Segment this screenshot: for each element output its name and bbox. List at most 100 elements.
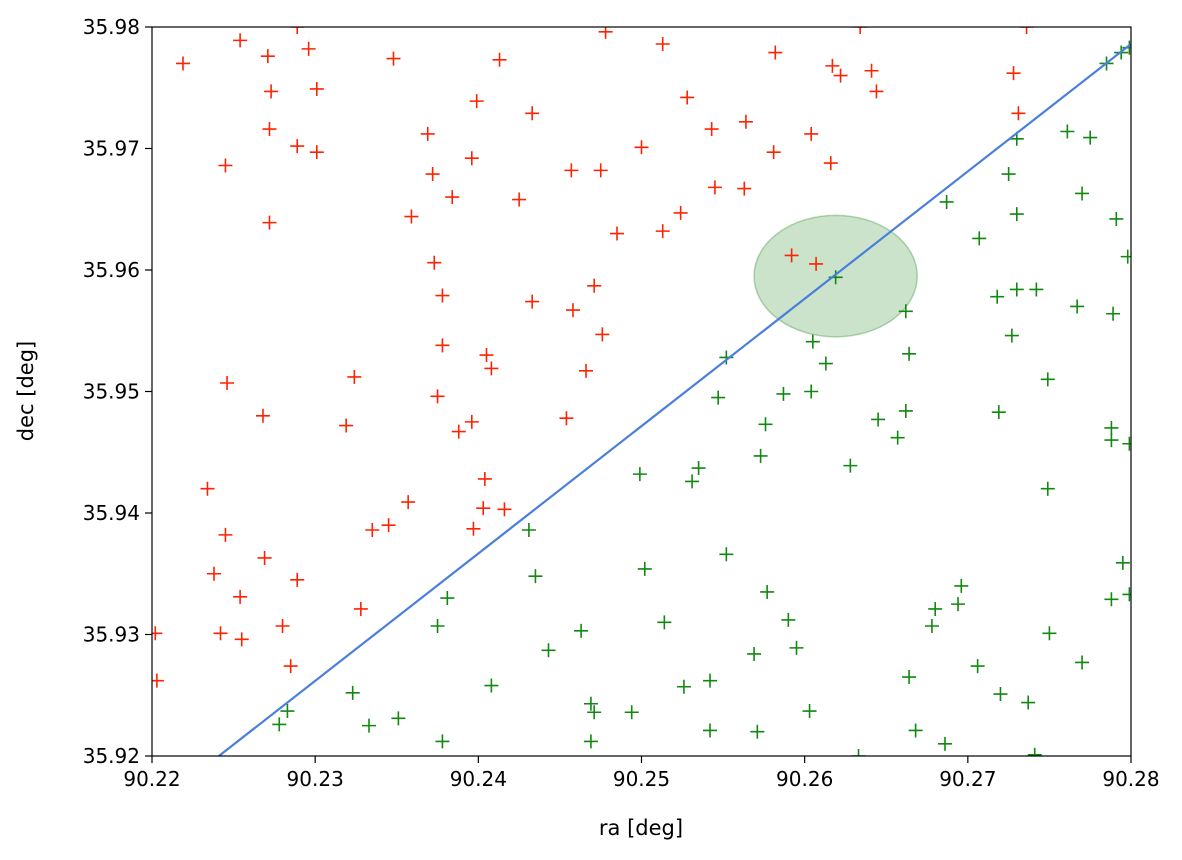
green-point [902, 670, 917, 685]
green-point [1115, 555, 1130, 570]
red-point [564, 163, 579, 178]
red-point [290, 27, 305, 34]
green-point [624, 705, 639, 720]
green-point [280, 704, 295, 719]
green-point [970, 659, 985, 674]
y-tick-label: 35.97 [83, 137, 140, 161]
x-tick-label: 90.23 [287, 767, 344, 791]
red-point [512, 192, 527, 207]
green-point [1040, 481, 1055, 496]
y-tick-label: 35.96 [83, 258, 140, 282]
red-point [152, 626, 163, 641]
green-point [1122, 436, 1131, 451]
y-tick-label: 35.95 [83, 380, 140, 404]
y-tick-label: 35.98 [83, 15, 140, 39]
green-point [898, 403, 913, 418]
green-point [657, 615, 672, 630]
green-point [574, 623, 589, 638]
boundary-line [218, 43, 1131, 756]
red-point [737, 181, 752, 196]
green-point [676, 679, 691, 694]
red-point [704, 122, 719, 137]
green-point [908, 723, 923, 738]
y-axis: 35.92 35.93 35.94 35.95 35.96 35.97 35.98 [83, 15, 152, 768]
green-point [583, 696, 598, 711]
green-point [711, 390, 726, 405]
red-point [579, 363, 594, 378]
green-point [1120, 249, 1131, 264]
green-point [937, 736, 952, 751]
red-point [476, 501, 491, 516]
red-point [864, 63, 879, 78]
green-point [1075, 186, 1090, 201]
red-point [255, 408, 270, 423]
green-point [781, 612, 796, 627]
green-point [587, 705, 602, 720]
red-point [381, 518, 396, 533]
red-point [680, 90, 695, 105]
red-point [655, 224, 670, 239]
green-point [990, 289, 1005, 304]
green-point [951, 597, 966, 612]
y-axis-label: dec [deg] [14, 341, 38, 441]
green-point [685, 474, 700, 489]
red-point [825, 58, 840, 73]
green-point [954, 578, 969, 593]
green-point [1001, 167, 1016, 182]
green-point [924, 618, 939, 633]
red-point [218, 158, 233, 173]
red-point [1011, 106, 1026, 121]
red-point [466, 521, 481, 536]
green-point [430, 618, 445, 633]
red-point [347, 369, 362, 384]
red-point [525, 294, 540, 309]
red-point [809, 256, 824, 271]
red-point [234, 632, 249, 647]
green-point [991, 405, 1006, 420]
red-point [587, 278, 602, 293]
red-point [1019, 27, 1034, 34]
green-point [440, 591, 455, 606]
red-point [1006, 66, 1021, 81]
red-point [260, 49, 275, 64]
red-point [610, 226, 625, 241]
x-axis: 90.22 90.23 90.24 90.25 90.26 90.27 90.28 [123, 756, 1160, 791]
red-point [425, 167, 440, 182]
green-point [804, 384, 819, 399]
y-tick-label: 35.93 [83, 623, 140, 647]
green-point [435, 734, 450, 749]
y-tick-label: 35.94 [83, 501, 140, 525]
red-point [213, 626, 228, 641]
green-point [928, 601, 943, 616]
red-point [301, 41, 316, 56]
green-point [1104, 592, 1119, 607]
green-point [750, 724, 765, 739]
green-point [802, 704, 817, 719]
x-tick-label: 90.24 [450, 767, 507, 791]
x-axis-label: ra [deg] [599, 816, 683, 840]
red-point [559, 411, 574, 426]
green-point [753, 448, 768, 463]
x-tick-label: 90.26 [776, 767, 833, 791]
red-point [430, 389, 445, 404]
green-point [1004, 328, 1019, 343]
green-point [1009, 207, 1024, 222]
green-point [1009, 282, 1024, 297]
green-point [632, 467, 647, 482]
red-point [200, 481, 215, 496]
red-point [477, 471, 492, 486]
green-point [1109, 211, 1124, 226]
red-point [484, 361, 499, 376]
red-point [469, 94, 484, 109]
green-point [719, 547, 734, 562]
red-point [218, 527, 233, 542]
red-point [869, 84, 884, 99]
green-point [1122, 587, 1131, 602]
green-point [843, 458, 858, 473]
red-point [275, 618, 290, 633]
green-point [776, 386, 791, 401]
green-point [1070, 299, 1085, 314]
green-point [637, 561, 652, 576]
green-point [1083, 130, 1098, 145]
red-point [435, 338, 450, 353]
